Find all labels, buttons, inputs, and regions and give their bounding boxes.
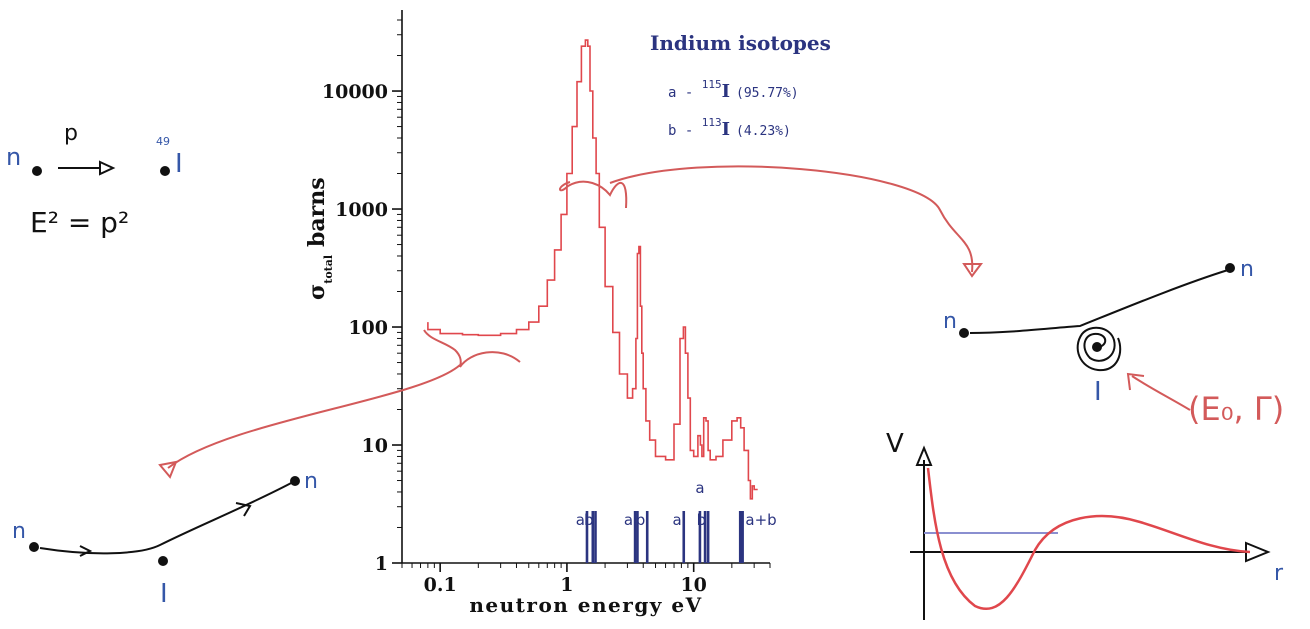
y-tick-label: 10000 <box>322 81 388 103</box>
chart-y-label: σtotal barns <box>304 177 335 300</box>
resonance-marker-label: a <box>673 511 682 529</box>
y-major-ticks: 1 10 100 1000 10000 <box>322 81 402 575</box>
x-tick-label: 10 <box>680 574 706 596</box>
y-label-unit: barns <box>304 177 330 247</box>
arrowhead-resonance-icon <box>962 263 983 278</box>
y-label-sigma: σ <box>304 284 330 300</box>
resonance-marker-label: a <box>576 511 585 529</box>
resonance-incoming-dot <box>959 328 969 338</box>
indium-mass-label: 49 <box>156 135 170 148</box>
resonance-marker-label: a <box>624 511 633 529</box>
resonance-target-label: I <box>1094 377 1102 407</box>
legend-b-symbol: I <box>722 119 730 140</box>
legend-a-mass: 115 <box>702 78 722 91</box>
scatter-trajectory <box>39 480 296 555</box>
arrowhead-target-icon <box>1126 372 1145 391</box>
arrow-to-resonance <box>609 165 974 273</box>
resonance-incoming-label: n <box>943 309 957 334</box>
resonance-trajectory <box>969 269 1229 334</box>
legend-a-prefix: a - <box>668 85 702 101</box>
resonance-markers: ab a b aab a+b <box>576 479 777 563</box>
scatter-outgoing-label: n <box>304 469 318 494</box>
potential-v-arrow-icon <box>915 445 933 466</box>
resonance-marker-label: b <box>636 511 646 529</box>
resonance-marker-label: b <box>584 511 594 529</box>
annotation-arrows <box>158 165 983 479</box>
arrowhead-scattering-icon <box>158 460 178 479</box>
sketch-right: n n I (E₀, Γ) <box>943 257 1284 428</box>
orbit-spiral <box>1076 326 1122 372</box>
y-tick-label: 1 <box>375 553 388 575</box>
chart-x-label: neutron energy eV <box>469 593 702 617</box>
resonance-marker-label: b <box>697 511 707 529</box>
energy-momentum-relation: E² = p² <box>30 206 129 239</box>
chart-title: Indium isotopes <box>650 31 831 55</box>
momentum-arrowhead-icon <box>99 160 116 176</box>
legend-item-a: a - 115I (95.77%) <box>668 78 799 102</box>
y-tick-label: 100 <box>348 317 388 339</box>
scatter-target-label: I <box>160 579 168 609</box>
neutron-dot <box>32 166 42 176</box>
legend-b-mass: 113 <box>702 116 722 129</box>
legend-b-abundance: (4.23%) <box>736 124 791 139</box>
sketch-top-left: n p 49 I E² = p² <box>6 121 183 239</box>
y-label-subscript: total <box>322 255 335 284</box>
indium-label: I <box>175 149 183 179</box>
brace-peak <box>559 180 628 209</box>
chart-legend: a - 115I (95.77%) b - 113I (4.23%) <box>668 78 799 140</box>
resonance-parameters: (E₀, Γ) <box>1188 390 1284 428</box>
y-minor-ticks <box>397 19 402 528</box>
legend-b-prefix: b - <box>668 123 702 139</box>
legend-item-b: b - 113I (4.23%) <box>668 116 791 140</box>
y-tick-label: 10 <box>362 435 388 457</box>
x-tick-label: 0.1 <box>424 574 457 596</box>
legend-a-abundance: (95.77%) <box>736 86 799 101</box>
potential-curve <box>926 467 1251 610</box>
momentum-label: p <box>64 121 78 146</box>
resonance-outgoing-label: n <box>1240 257 1254 282</box>
scatter-incoming-label: n <box>12 519 26 544</box>
y-tick-label: 1000 <box>335 199 388 221</box>
scatter-target-dot <box>158 556 168 566</box>
scatter-incoming-dot <box>29 542 39 552</box>
x-tick-label: 1 <box>560 574 573 596</box>
legend-a-symbol: I <box>722 81 730 102</box>
arrow-to-target <box>1131 375 1191 411</box>
x-ticks: 0.1 1 10 <box>401 563 771 596</box>
indium-dot <box>160 166 170 176</box>
scatter-outgoing-dot <box>290 476 300 486</box>
resonance-outgoing-dot <box>1225 263 1235 273</box>
cross-section-curve <box>427 39 758 500</box>
brace-low-energy <box>423 329 521 368</box>
resonance-target-dot <box>1092 342 1102 352</box>
arrow-to-scattering <box>167 364 461 469</box>
sketch-tl-n-label: n <box>6 143 21 171</box>
sketch-bottom-left: n I n <box>12 469 318 609</box>
scatter-arrow-in-icon <box>79 545 93 557</box>
scatter-arrow-out-icon <box>235 502 252 517</box>
potential-v-label: V <box>886 429 904 459</box>
resonance-marker-label: a <box>695 479 704 497</box>
resonance-marker-label: a+b <box>745 511 776 529</box>
potential-r-label: r <box>1274 561 1284 586</box>
potential-plot: V r <box>886 429 1284 620</box>
